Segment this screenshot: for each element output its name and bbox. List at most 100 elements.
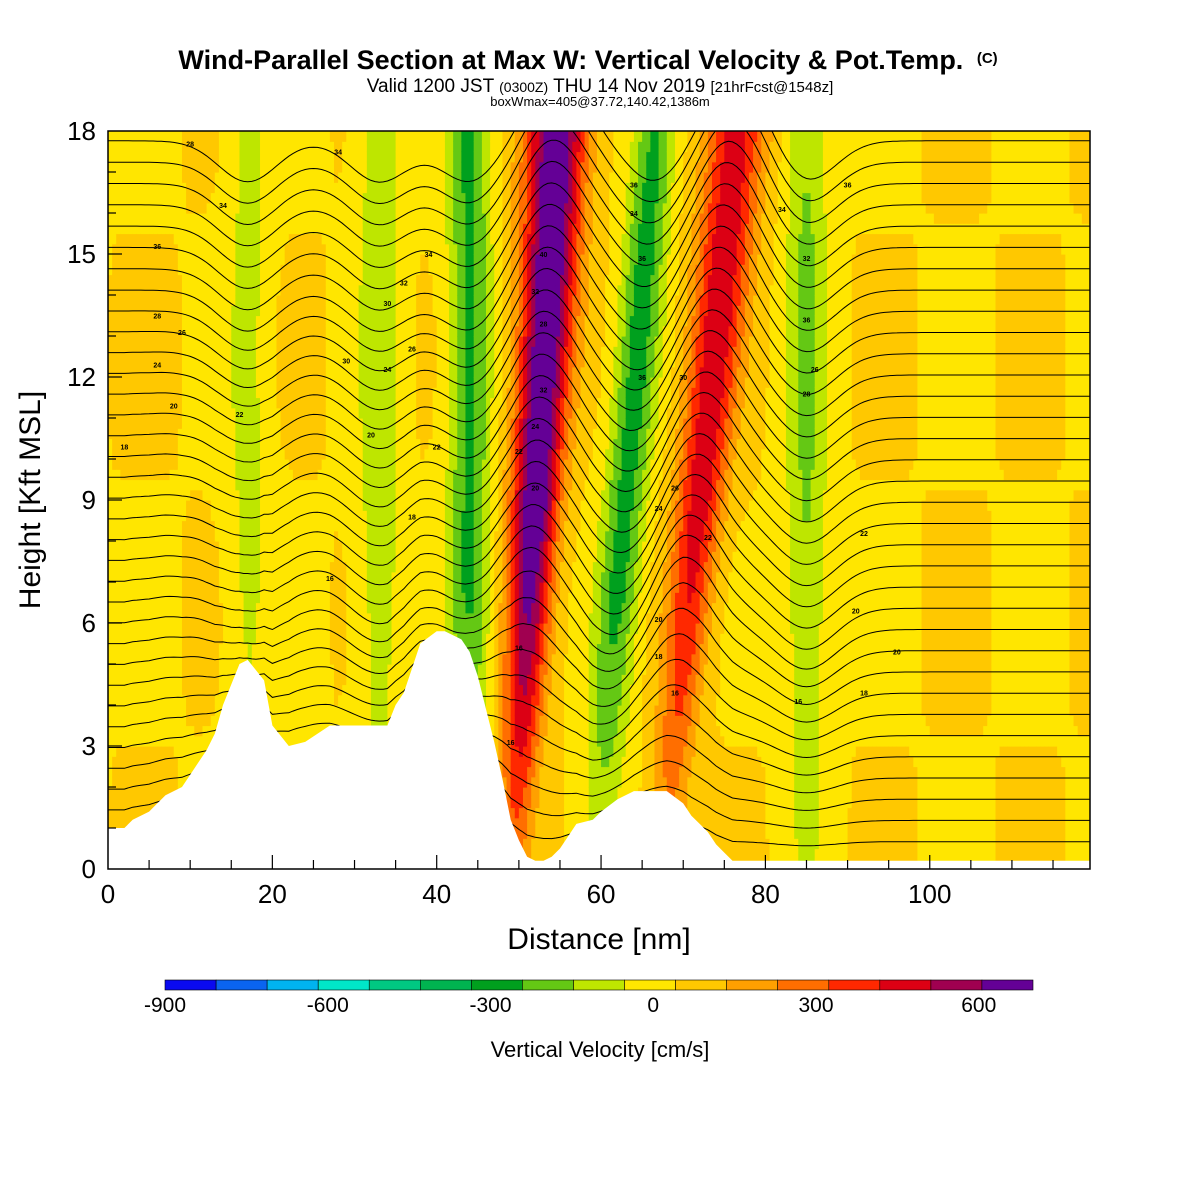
velocity-cell (214, 315, 220, 327)
velocity-cell (108, 428, 113, 440)
velocity-cell (383, 202, 388, 214)
velocity-cell (210, 397, 216, 409)
velocity-cell (309, 284, 315, 296)
velocity-cell (128, 141, 134, 153)
velocity-cell (132, 469, 138, 481)
velocity-cell (379, 223, 384, 235)
velocity-cell (280, 151, 286, 163)
velocity-cell (198, 305, 204, 317)
velocity-cell (387, 489, 393, 501)
velocity-cell (169, 346, 175, 358)
velocity-cell (218, 131, 224, 142)
velocity-cell (301, 541, 306, 552)
velocity-cell (297, 254, 302, 265)
velocity-cell (309, 428, 315, 440)
velocity-cell (153, 377, 158, 388)
velocity-cell (231, 151, 236, 163)
velocity-cell (140, 213, 146, 224)
velocity-cell (338, 151, 343, 163)
velocity-cell (301, 705, 306, 716)
velocity-cell (333, 407, 339, 419)
velocity-cell (317, 274, 323, 286)
velocity-cell (301, 469, 306, 481)
velocity-cell (161, 582, 167, 593)
velocity-cell (206, 366, 212, 378)
velocity-cell (149, 192, 154, 204)
velocity-cell (186, 602, 191, 614)
velocity-cell (276, 295, 282, 306)
velocity-cell (251, 377, 257, 388)
velocity-cell (202, 479, 208, 491)
velocity-cell (202, 653, 208, 665)
velocity-cell (124, 520, 130, 532)
velocity-cell (124, 510, 130, 522)
velocity-cell (223, 397, 228, 409)
velocity-cell (210, 612, 216, 624)
velocity-cell (116, 438, 121, 450)
velocity-cell (190, 141, 195, 153)
velocity-cell (247, 243, 253, 255)
velocity-cell (276, 192, 282, 204)
velocity-cell (153, 131, 158, 142)
velocity-cell (169, 274, 175, 286)
velocity-cell (198, 295, 204, 306)
velocity-cell (366, 653, 372, 665)
velocity-cell (223, 500, 228, 511)
velocity-cell (276, 264, 282, 276)
velocity-cell (251, 571, 257, 583)
velocity-cell (153, 438, 158, 450)
velocity-cell (379, 664, 384, 675)
velocity-cell (198, 151, 204, 163)
velocity-cell (313, 571, 319, 583)
velocity-cell (194, 284, 199, 296)
velocity-cell (268, 407, 273, 419)
velocity-cell (153, 315, 158, 327)
velocity-cell (124, 500, 130, 511)
velocity-cell (239, 541, 245, 552)
velocity-cell (231, 520, 236, 532)
velocity-cell (284, 243, 290, 255)
velocity-cell (128, 756, 134, 768)
velocity-cell (214, 602, 220, 614)
velocity-cell (338, 602, 343, 614)
velocity-cell (313, 254, 319, 265)
velocity-cell (284, 407, 290, 419)
velocity-cell (120, 428, 126, 440)
velocity-cell (231, 223, 236, 235)
velocity-cell (218, 172, 224, 183)
velocity-cell (161, 500, 167, 511)
velocity-cell (132, 602, 138, 614)
velocity-cell (383, 387, 388, 399)
velocity-cell (218, 418, 224, 429)
velocity-cell (214, 397, 220, 409)
velocity-cell (383, 530, 388, 542)
velocity-cell (235, 284, 241, 296)
velocity-cell (354, 500, 360, 511)
velocity-cell (239, 633, 245, 645)
velocity-cell (305, 428, 310, 440)
velocity-cell (247, 202, 253, 214)
velocity-cell (132, 428, 138, 440)
velocity-cell (313, 623, 319, 634)
velocity-cell (354, 694, 360, 706)
velocity-cell (338, 489, 343, 501)
velocity-cell (325, 459, 331, 470)
velocity-cell (354, 151, 360, 163)
velocity-cell (190, 418, 195, 429)
velocity-cell (227, 582, 232, 593)
velocity-cell (288, 541, 294, 552)
velocity-cell (128, 592, 134, 604)
velocity-cell (317, 346, 323, 358)
velocity-cell (272, 602, 278, 614)
velocity-cell (128, 274, 134, 286)
velocity-cell (231, 407, 236, 419)
velocity-cell (255, 397, 261, 409)
velocity-cell (177, 428, 183, 440)
velocity-cell (124, 746, 130, 757)
velocity-cell (128, 694, 134, 706)
velocity-cell (112, 735, 117, 747)
velocity-cell (157, 756, 163, 768)
velocity-cell (292, 305, 298, 317)
velocity-cell (161, 223, 167, 235)
velocity-cell (181, 192, 187, 204)
